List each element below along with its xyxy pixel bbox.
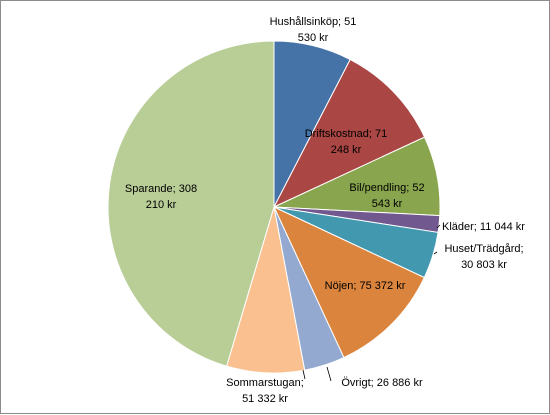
- data-label: Driftskostnad; 71 248 kr: [305, 128, 388, 156]
- data-label: Nöjen; 75 372 kr: [325, 280, 406, 292]
- data-label: Bil/pendling; 52 543 kr: [349, 182, 424, 210]
- data-label: Sommarstugan; 51 332 kr: [226, 377, 304, 405]
- leader-line: [433, 251, 438, 255]
- leader-line: [436, 224, 441, 229]
- data-label: Sparande; 308 210 kr: [125, 183, 197, 211]
- leader-line: [326, 366, 332, 382]
- leader-line: [302, 369, 306, 380]
- data-label: Hushållsinköp; 51 530 kr: [270, 16, 357, 44]
- pie-slice-driftskostnad: [272, 58, 426, 209]
- pie-slice-n-jen: [272, 205, 425, 359]
- data-label: Huset/Trädgård; 30 803 kr: [444, 243, 523, 271]
- data-label: Kläder; 11 044 kr: [442, 221, 525, 233]
- pie-slice-sparande: [107, 40, 275, 367]
- data-label: Övrigt; 26 886 kr: [341, 377, 423, 389]
